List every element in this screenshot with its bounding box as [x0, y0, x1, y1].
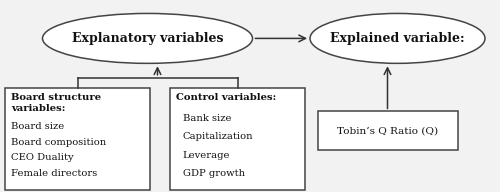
Bar: [170, 88, 305, 190]
Ellipse shape: [310, 13, 485, 63]
Text: Bank size: Bank size: [182, 114, 231, 123]
Text: Control variables:: Control variables:: [176, 93, 276, 102]
Text: GDP growth: GDP growth: [182, 169, 244, 178]
Ellipse shape: [42, 13, 252, 63]
Text: Board composition: Board composition: [11, 138, 106, 147]
Text: Capitalization: Capitalization: [182, 132, 253, 142]
Text: Board size: Board size: [11, 122, 64, 131]
Text: Board structure
variables:: Board structure variables:: [11, 93, 101, 113]
Text: Explained variable:: Explained variable:: [330, 32, 465, 45]
Bar: [5, 88, 150, 190]
Bar: [318, 111, 458, 150]
Text: CEO Duality: CEO Duality: [11, 153, 74, 162]
Text: Leverage: Leverage: [182, 151, 230, 160]
Text: Explanatory variables: Explanatory variables: [72, 32, 223, 45]
Text: Female directors: Female directors: [11, 169, 97, 178]
Text: Tobin’s Q Ratio (Q): Tobin’s Q Ratio (Q): [337, 126, 438, 135]
